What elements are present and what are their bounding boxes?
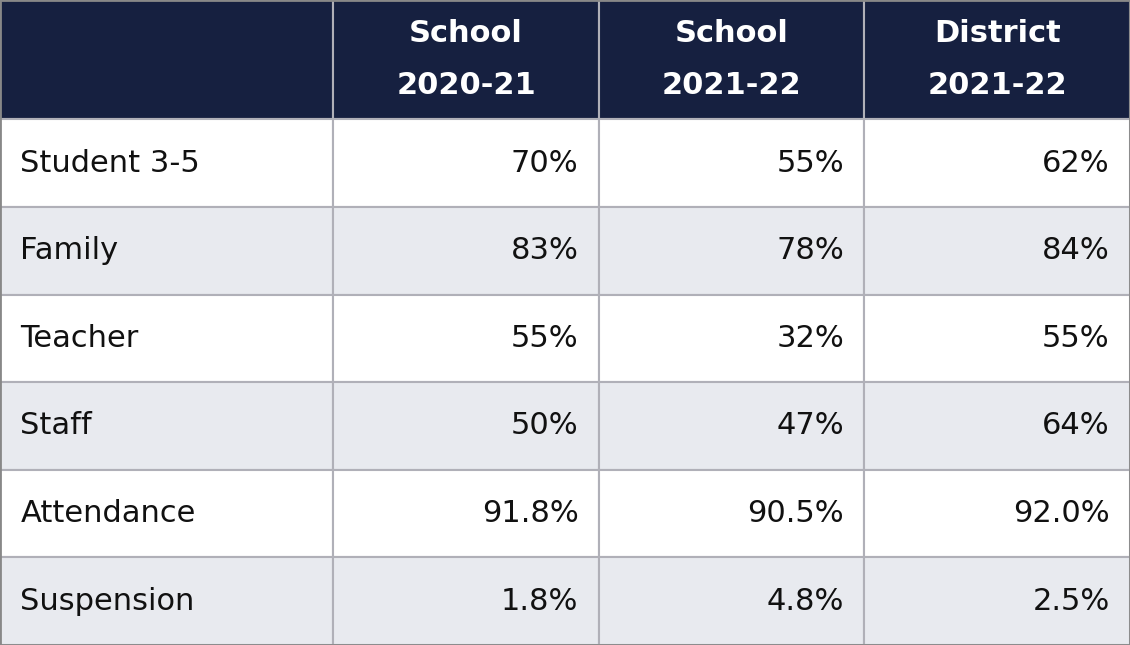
Bar <box>599 119 864 207</box>
Text: 92.0%: 92.0% <box>1012 499 1110 528</box>
Bar <box>333 470 599 557</box>
Text: 78%: 78% <box>776 236 844 265</box>
Bar <box>864 557 1130 645</box>
Bar <box>864 382 1130 470</box>
Text: Attendance: Attendance <box>20 499 195 528</box>
Bar <box>0 470 333 557</box>
Text: 47%: 47% <box>776 412 844 441</box>
Text: Suspension: Suspension <box>20 587 194 616</box>
Text: 84%: 84% <box>1042 236 1110 265</box>
Text: School: School <box>675 19 789 48</box>
Text: 1.8%: 1.8% <box>502 587 579 616</box>
Text: 2021-22: 2021-22 <box>928 72 1067 101</box>
Bar <box>599 557 864 645</box>
Bar <box>599 207 864 295</box>
Bar <box>864 0 1130 119</box>
Text: 55%: 55% <box>1042 324 1110 353</box>
Text: 50%: 50% <box>511 412 579 441</box>
Bar <box>333 295 599 382</box>
Text: 2021-22: 2021-22 <box>662 72 801 101</box>
Bar <box>599 295 864 382</box>
Text: 70%: 70% <box>511 148 579 177</box>
Bar <box>599 382 864 470</box>
Text: 62%: 62% <box>1042 148 1110 177</box>
Text: Student 3-5: Student 3-5 <box>20 148 200 177</box>
Bar <box>864 119 1130 207</box>
Bar <box>333 0 599 119</box>
Text: 2.5%: 2.5% <box>1033 587 1110 616</box>
Text: District: District <box>933 19 1061 48</box>
Bar <box>864 470 1130 557</box>
Bar <box>333 557 599 645</box>
Text: 32%: 32% <box>776 324 844 353</box>
Bar <box>0 557 333 645</box>
Bar <box>599 0 864 119</box>
Text: School: School <box>409 19 523 48</box>
Text: 90.5%: 90.5% <box>747 499 844 528</box>
Bar <box>599 470 864 557</box>
Bar <box>864 207 1130 295</box>
Text: Teacher: Teacher <box>20 324 139 353</box>
Text: 64%: 64% <box>1042 412 1110 441</box>
Bar <box>333 207 599 295</box>
Bar <box>0 0 333 119</box>
Bar <box>0 295 333 382</box>
Text: 4.8%: 4.8% <box>767 587 844 616</box>
Text: 91.8%: 91.8% <box>481 499 579 528</box>
Bar <box>864 295 1130 382</box>
Bar <box>0 382 333 470</box>
Text: Family: Family <box>20 236 119 265</box>
Text: 83%: 83% <box>511 236 579 265</box>
Text: Staff: Staff <box>20 412 92 441</box>
Bar <box>0 207 333 295</box>
Text: 55%: 55% <box>511 324 579 353</box>
Text: 2020-21: 2020-21 <box>397 72 536 101</box>
Bar <box>333 382 599 470</box>
Bar <box>333 119 599 207</box>
Bar <box>0 119 333 207</box>
Text: 55%: 55% <box>776 148 844 177</box>
